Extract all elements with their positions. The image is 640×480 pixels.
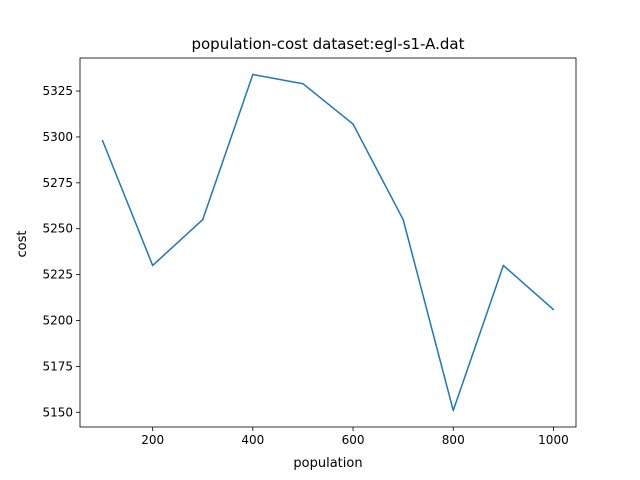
y-axis-label: cost — [15, 231, 30, 258]
x-tick-label: 600 — [342, 433, 365, 447]
y-tick-label: 5325 — [42, 84, 73, 98]
chart-title: population-cost dataset:egl-s1-A.dat — [191, 35, 464, 53]
axes-frame — [79, 57, 577, 428]
y-tick-label: 5225 — [42, 268, 73, 282]
x-axis-label: population — [293, 456, 362, 471]
data-point — [151, 264, 154, 267]
plot-area: 200 400 600 800 1000 5150 5175 5200 5225 5250 5275… — [42, 57, 577, 447]
x-tick-label: 800 — [442, 433, 465, 447]
data-point — [101, 139, 104, 142]
y-tick-label: 5300 — [42, 130, 73, 144]
y-tick-label: 5150 — [42, 405, 73, 419]
data-point — [402, 218, 404, 221]
y-tick-label: 5275 — [42, 176, 73, 190]
x-tick-label: 400 — [241, 433, 264, 447]
y-tick-label: 5250 — [42, 222, 73, 236]
data-point — [502, 264, 505, 267]
y-tick-label: 5175 — [42, 359, 73, 373]
x-tick-label: 200 — [141, 433, 164, 447]
data-point — [552, 308, 555, 311]
series-line — [101, 73, 554, 412]
x-tick-label: 1000 — [538, 433, 569, 447]
y-tick-label: 5200 — [42, 314, 73, 328]
data-point — [202, 218, 204, 221]
data-point — [452, 409, 454, 412]
data-point — [302, 82, 304, 85]
data-point — [252, 73, 254, 76]
data-point — [352, 123, 354, 125]
